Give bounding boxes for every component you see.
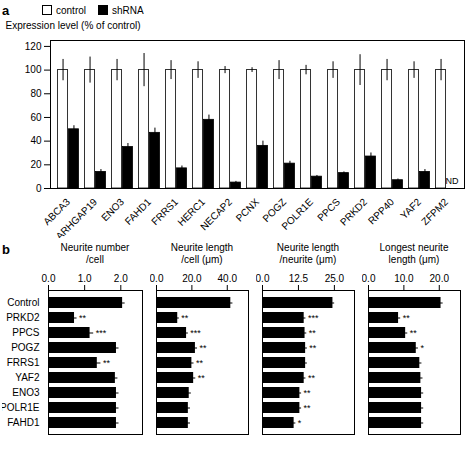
svg-text:FAHD1: FAHD1 [7,417,40,428]
html-text:b: b [2,242,10,257]
svg-text:***: *** [96,328,107,338]
svg-text:40: 40 [30,135,42,146]
svg-text:12.5: 12.5 [289,273,309,284]
svg-text:**: ** [403,313,411,323]
svg-text:YAF2: YAF2 [15,372,40,383]
html-text:shRNA: shRNA [112,4,144,16]
svg-text:FRRS1: FRRS1 [7,357,40,368]
svg-text:PPCS: PPCS [12,327,40,338]
svg-text:0.0: 0.0 [362,273,376,284]
svg-text:100: 100 [25,64,42,75]
svg-text:ENO3: ENO3 [99,196,127,224]
svg-text:**: ** [308,373,316,383]
svg-text:20.0: 20.0 [182,273,202,284]
svg-text:***: *** [190,328,201,338]
html-text:Neurite number /cell: Neurite number /cell [60,242,130,265]
svg-text:1.0: 1.0 [78,273,92,284]
svg-text:PPCS: PPCS [315,196,343,224]
svg-text:120: 120 [25,41,42,52]
html-text:Longest neurite length (μm): Longest neurite length (μm) [379,242,449,265]
svg-text:**: ** [304,388,312,398]
svg-text:POLR1E: POLR1E [2,402,40,413]
svg-text:POLR1E: POLR1E [279,196,315,232]
svg-text:POGZ: POGZ [11,342,39,353]
html-text:a: a [2,2,10,18]
svg-text:25.0: 25.0 [325,273,345,284]
svg-text:80: 80 [30,88,42,99]
svg-text:0.0: 0.0 [42,273,56,284]
svg-text:40.0: 40.0 [218,273,238,284]
svg-text:10.0: 10.0 [394,273,414,284]
svg-text:20: 20 [30,159,42,170]
svg-text:**: ** [410,328,418,338]
svg-text:FAHD1: FAHD1 [123,196,154,227]
svg-text:PCNX: PCNX [234,196,262,224]
html-text:Neurite length /cell (μm): Neurite length /cell (μm) [170,242,234,265]
svg-text:ARHGAP19: ARHGAP19 [54,196,100,238]
svg-text:0: 0 [36,183,42,194]
svg-text:ABCA3: ABCA3 [41,196,73,228]
svg-text:*: * [298,418,302,428]
svg-text:0.0: 0.0 [256,273,270,284]
svg-text:FRRS1: FRRS1 [149,196,180,227]
svg-text:POGZ: POGZ [260,196,289,224]
svg-text:**: ** [309,328,317,338]
svg-text:HERC1: HERC1 [175,196,208,228]
svg-text:NECAP2: NECAP2 [198,196,234,232]
svg-text:60: 60 [30,112,42,123]
svg-text:**: ** [79,313,87,323]
svg-text:**: ** [181,313,189,323]
svg-text:**: ** [198,373,206,383]
svg-text:0.0: 0.0 [150,273,164,284]
svg-text:Control: Control [7,297,39,308]
svg-text:ZFPM2: ZFPM2 [419,196,450,227]
svg-text:**: ** [200,343,208,353]
svg-text:ENO3: ENO3 [12,387,40,398]
svg-text:Expression level (% of control: Expression level (% of control) [6,20,141,31]
svg-text:2.0: 2.0 [114,273,128,284]
svg-text:PRKD2: PRKD2 [6,312,40,323]
svg-text:ND: ND [445,176,458,186]
svg-text:20.0: 20.0 [430,273,450,284]
svg-text:***: *** [308,313,319,323]
svg-text:*: * [420,343,424,353]
svg-text:**: ** [309,343,317,353]
svg-text:**: ** [304,403,312,413]
html-text:control: control [56,4,86,16]
svg-text:**: ** [103,358,111,368]
svg-text:PRKD2: PRKD2 [338,196,370,228]
svg-text:RPP40: RPP40 [366,196,396,226]
svg-text:**: ** [196,358,204,368]
html-text:Neurite length /neurite (μm): Neurite length /neurite (μm) [276,242,340,265]
svg-text:YAF2: YAF2 [398,196,423,221]
